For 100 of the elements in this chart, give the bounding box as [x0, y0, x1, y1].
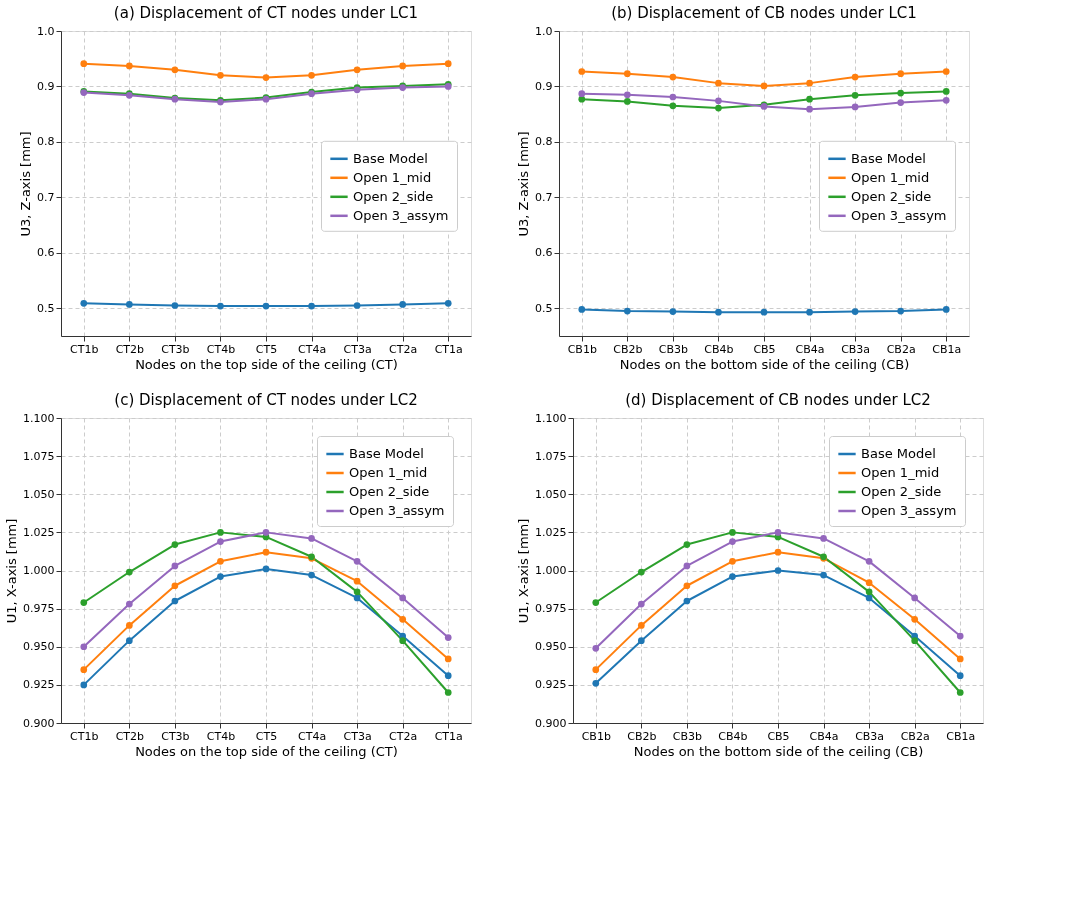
point — [897, 307, 905, 315]
y-axis-title: U1, X-axis [mm] — [516, 518, 532, 624]
x-tick-label: CB1a — [946, 729, 976, 743]
point — [942, 96, 950, 104]
x-tick-label: CT5 — [255, 342, 278, 356]
point — [353, 558, 361, 565]
point — [729, 538, 736, 545]
point — [308, 72, 315, 79]
point — [125, 301, 133, 308]
point — [897, 70, 905, 78]
point — [80, 599, 88, 606]
x-tick-label: CT2a — [389, 729, 418, 743]
x-tick-label: CT1a — [434, 342, 463, 356]
x-tick-label: CB1b — [567, 342, 597, 356]
y-tick-label: 0.900 — [23, 716, 55, 730]
point — [578, 306, 586, 313]
x-axis-title: Nodes on the bottom side of the ceiling (CB) — [619, 356, 910, 372]
point — [444, 299, 452, 307]
x-tick-label: CT3b — [161, 342, 190, 356]
y-tick-label: 1.100 — [535, 411, 567, 425]
x-tick-label: CB1a — [932, 342, 962, 356]
x-tick-label: CT4b — [206, 729, 236, 743]
point — [865, 588, 873, 596]
point — [897, 89, 905, 97]
y-tick-label: 0.5 — [535, 301, 553, 315]
x-tick-label: CT1b — [70, 342, 99, 356]
point — [623, 91, 631, 99]
point — [444, 655, 452, 663]
point — [262, 74, 270, 81]
y-tick-label: 0.7 — [535, 190, 553, 204]
point — [125, 622, 133, 629]
point — [637, 568, 645, 576]
point — [399, 62, 407, 70]
point — [80, 60, 88, 68]
point — [715, 104, 722, 112]
y-tick-label: 0.5 — [37, 301, 55, 315]
point — [774, 548, 782, 556]
point — [125, 637, 133, 644]
x-tick-label: CT3a — [343, 729, 372, 743]
point — [669, 308, 677, 315]
point — [125, 568, 133, 576]
point — [592, 599, 600, 606]
point — [80, 681, 88, 689]
y-tick-label: 0.950 — [535, 640, 567, 654]
point — [217, 302, 224, 310]
point — [578, 68, 586, 75]
point — [592, 680, 600, 687]
point — [956, 632, 964, 640]
point — [308, 535, 315, 542]
y-tick-label: 0.9 — [535, 79, 553, 93]
x-tick-label: CT1b — [70, 729, 99, 743]
point — [171, 302, 179, 309]
point — [353, 302, 361, 309]
legend-label: Open 2_side — [861, 484, 942, 499]
point — [683, 597, 691, 605]
point — [715, 308, 722, 316]
point — [806, 95, 813, 103]
point — [851, 308, 859, 315]
x-tick-label: CB3a — [855, 729, 885, 743]
x-tick-label: CT3a — [343, 342, 372, 356]
x-tick-label: CB5 — [753, 342, 776, 356]
point — [623, 70, 631, 78]
legend-label: Open 2_side — [349, 484, 430, 499]
y-tick-label: 1.025 — [23, 525, 55, 539]
point — [715, 97, 722, 105]
x-tick-label: CT2a — [389, 342, 418, 356]
point — [217, 72, 224, 79]
point — [851, 91, 859, 99]
point — [911, 637, 919, 644]
point — [353, 577, 361, 585]
point — [956, 655, 964, 663]
point — [444, 689, 452, 696]
y-tick-label: 1.075 — [23, 449, 55, 463]
x-tick-label: CB4a — [809, 729, 839, 743]
point — [353, 66, 361, 74]
point — [171, 597, 179, 605]
point — [715, 79, 722, 87]
x-tick-label: CB3a — [841, 342, 871, 356]
point — [729, 529, 736, 536]
point — [729, 558, 736, 565]
point — [171, 562, 179, 570]
y-tick-label: 1.050 — [23, 487, 55, 501]
point — [308, 302, 315, 310]
x-tick-label: CB4b — [718, 729, 748, 743]
point — [911, 615, 919, 623]
point — [774, 529, 782, 536]
point — [956, 672, 964, 680]
chart-title: (d) Displacement of CB nodes under LC2 — [625, 391, 931, 409]
y-tick-label: 0.8 — [37, 135, 55, 149]
point — [851, 73, 859, 81]
y-tick-label: 0.6 — [535, 246, 553, 260]
point — [262, 529, 270, 536]
point — [399, 637, 407, 644]
x-tick-label: CB2b — [613, 342, 643, 356]
x-tick-label: CT3b — [161, 729, 190, 743]
point — [125, 62, 133, 70]
legend-label: Open 2_side — [353, 188, 434, 204]
y-tick-label: 1.025 — [535, 525, 567, 539]
point — [125, 600, 133, 608]
point — [399, 594, 407, 602]
